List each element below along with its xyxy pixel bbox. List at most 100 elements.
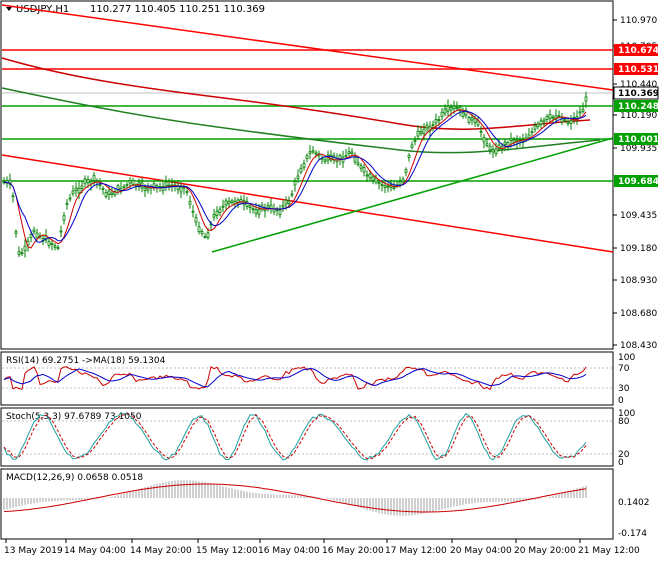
candle-body bbox=[59, 230, 63, 233]
candle-body bbox=[419, 131, 423, 134]
candle-body bbox=[86, 179, 90, 183]
dropdown-triangle-icon[interactable] bbox=[6, 7, 12, 11]
candle-body bbox=[83, 178, 87, 185]
candle-body bbox=[461, 112, 465, 117]
candle-body bbox=[404, 169, 408, 173]
candle-body bbox=[227, 200, 231, 205]
candle-body bbox=[17, 251, 21, 255]
time-label: 14 May 04:00 bbox=[64, 546, 126, 556]
candle-body bbox=[245, 201, 249, 207]
candle-body bbox=[29, 233, 33, 238]
time-label: 15 May 12:00 bbox=[196, 546, 258, 556]
candle-body bbox=[98, 184, 102, 186]
candle-body bbox=[302, 162, 306, 168]
candle-body bbox=[200, 231, 204, 234]
candle-body bbox=[410, 144, 414, 148]
candle-body bbox=[224, 200, 228, 206]
candle-body bbox=[185, 190, 189, 193]
candle-body bbox=[440, 111, 444, 117]
candle-body bbox=[131, 180, 135, 185]
rsi-tick-label: 30 bbox=[618, 384, 630, 394]
rsi-tick-label: 70 bbox=[618, 364, 630, 374]
time-axis: 13 May 2019 14 May 04:00 14 May 20:00 15 Ma… bbox=[4, 539, 640, 556]
candle-body bbox=[362, 167, 366, 173]
candle-body bbox=[443, 108, 447, 114]
macd-tick-top: 0.1402 bbox=[618, 498, 650, 508]
candle-body bbox=[47, 241, 51, 246]
candle-body bbox=[425, 124, 429, 129]
candle-body bbox=[311, 150, 315, 153]
candle-body bbox=[104, 192, 108, 197]
candle-body bbox=[254, 208, 258, 214]
candle-body bbox=[452, 105, 456, 110]
candle-body bbox=[11, 195, 15, 198]
short-moving-averages bbox=[3, 109, 587, 249]
candle-body bbox=[284, 199, 288, 205]
candle-body bbox=[386, 185, 390, 188]
candle-body bbox=[275, 209, 279, 211]
resistance-trendline-lower bbox=[1, 154, 614, 253]
main-chart-frame bbox=[0, 0, 614, 350]
candle-body bbox=[383, 185, 387, 188]
price-tick-label: 109.435 bbox=[620, 211, 657, 221]
candle-body bbox=[470, 116, 474, 121]
candle-body bbox=[374, 177, 378, 183]
candle-body bbox=[62, 215, 66, 221]
support-trendline bbox=[211, 137, 614, 253]
candle-body bbox=[164, 181, 168, 187]
candle-body bbox=[407, 154, 411, 158]
price-tick-label: 108.430 bbox=[620, 341, 657, 351]
candle-body bbox=[416, 130, 420, 137]
candle-body bbox=[278, 209, 282, 216]
candle-body bbox=[476, 120, 480, 126]
current-price-label: 110.369 bbox=[618, 89, 659, 99]
candle-body bbox=[542, 119, 546, 123]
level-110248-tag bbox=[614, 100, 658, 112]
candle-body bbox=[305, 155, 309, 159]
candle-body bbox=[266, 205, 270, 209]
candle-body bbox=[563, 119, 567, 122]
price-tick-label: 109.180 bbox=[620, 244, 657, 254]
candle-body bbox=[221, 205, 225, 208]
level-109684-label: 109.684 bbox=[618, 177, 659, 187]
candle-body bbox=[35, 232, 39, 239]
candle-body bbox=[194, 217, 198, 223]
candle-body bbox=[422, 128, 426, 135]
ohlc-values: 110.277 110.405 110.251 110.369 bbox=[90, 4, 265, 15]
level-110674-tag bbox=[614, 44, 658, 56]
candle-body bbox=[197, 226, 201, 233]
candle-body bbox=[71, 190, 75, 195]
candle-body bbox=[569, 120, 573, 124]
current-price-tag bbox=[613, 86, 659, 100]
resistance-trendline-upper bbox=[1, 4, 614, 91]
candle-body bbox=[353, 156, 357, 163]
candle-body bbox=[191, 210, 195, 213]
candle-body bbox=[566, 121, 570, 124]
candle-body bbox=[485, 143, 489, 146]
macd-label: MACD(12,26,9) 0.0658 0.0518 bbox=[6, 473, 143, 483]
candle-body bbox=[272, 208, 276, 213]
stoch-tick-label: 80 bbox=[618, 417, 630, 427]
candle-body bbox=[545, 115, 549, 120]
candle-body bbox=[110, 192, 114, 196]
candle-body bbox=[548, 113, 552, 119]
candle-body bbox=[347, 151, 351, 155]
candle-body bbox=[584, 96, 588, 102]
level-110531-label: 110.531 bbox=[618, 65, 659, 75]
candle-body bbox=[581, 108, 585, 112]
time-label: 17 May 12:00 bbox=[385, 546, 447, 556]
candle-body bbox=[371, 176, 375, 181]
candle-body bbox=[308, 151, 312, 154]
ma-short-red bbox=[3, 109, 587, 249]
stoch-tick-label: 20 bbox=[618, 450, 630, 460]
candle-body bbox=[344, 155, 348, 157]
candle-body bbox=[533, 125, 537, 130]
candle-body bbox=[437, 119, 441, 121]
candle-body bbox=[368, 173, 372, 179]
candle-body bbox=[446, 105, 450, 112]
candle-body bbox=[578, 111, 582, 114]
